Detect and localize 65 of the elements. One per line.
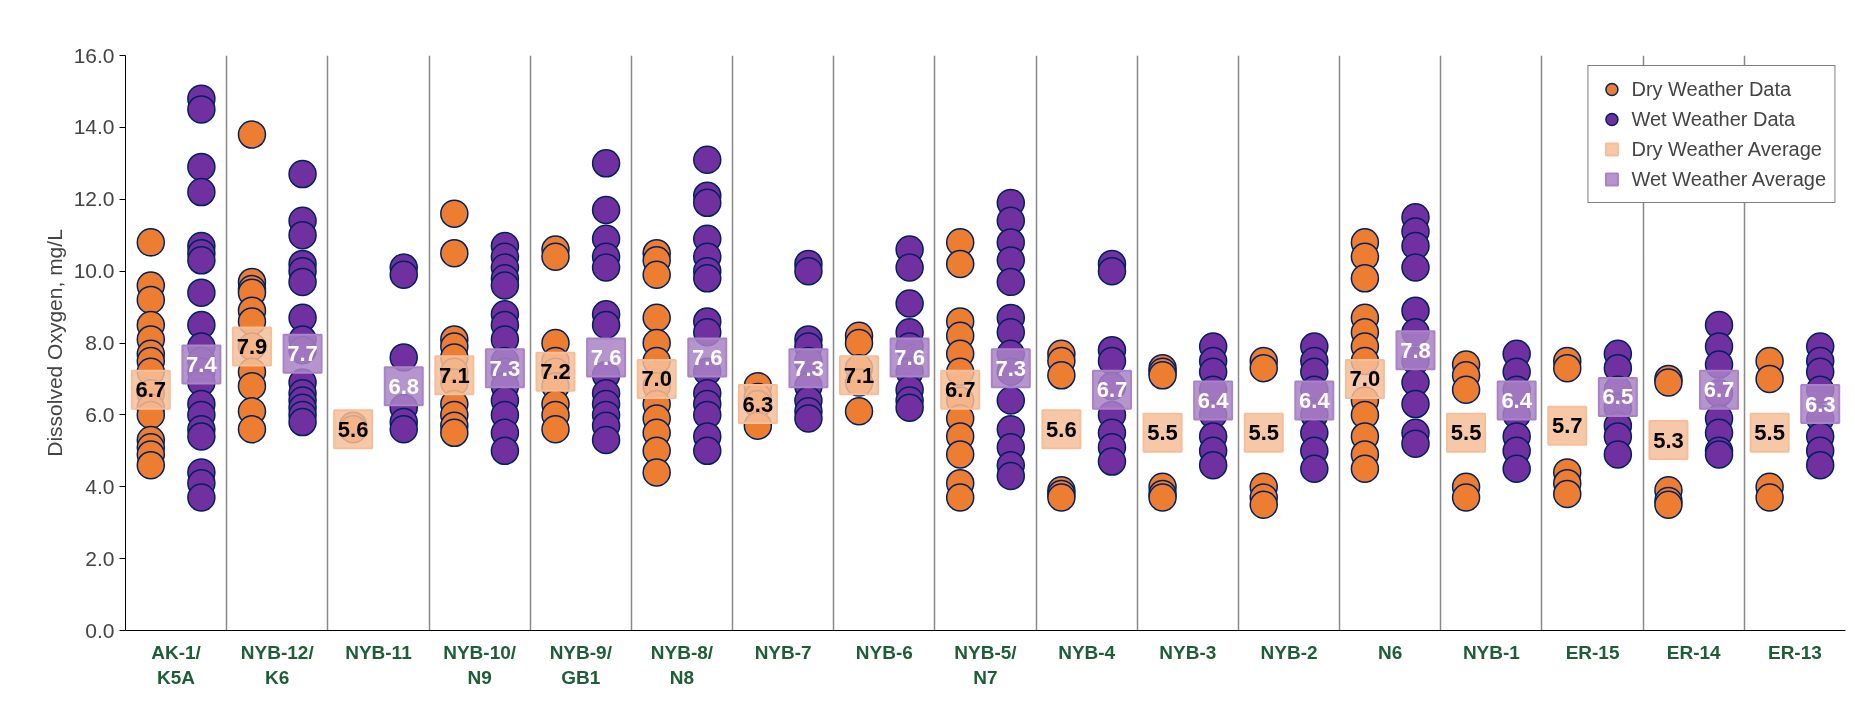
y-tick-label: 8.0 bbox=[85, 331, 115, 354]
x-tick-label: NYB-2 bbox=[1260, 641, 1318, 663]
x-tick-label: NYB-9/ GB1 bbox=[549, 641, 613, 688]
data-label: 6.8 bbox=[388, 373, 420, 399]
y-tick-label: 12.0 bbox=[73, 187, 115, 211]
data-label: 5.5 bbox=[1450, 420, 1482, 446]
y-axis-title: Dissolved Oxygen, mg/L bbox=[42, 229, 66, 457]
legend-label: Dry Weather Average bbox=[1631, 136, 1822, 162]
data-label: 6.7 bbox=[944, 377, 976, 403]
data-label: 7.4 bbox=[186, 352, 218, 378]
legend-label: Dry Weather Data bbox=[1631, 76, 1792, 102]
data-label: 7.6 bbox=[894, 344, 925, 370]
y-tick-label: 16.0 bbox=[73, 43, 115, 67]
data-label: 7.1 bbox=[843, 362, 875, 388]
data-label: 7.2 bbox=[540, 359, 571, 385]
y-tick-label: 0.0 bbox=[85, 618, 115, 642]
data-label: 7.0 bbox=[641, 366, 672, 392]
x-tick-label: N6 bbox=[1378, 641, 1403, 663]
data-label: 6.5 bbox=[1602, 384, 1634, 410]
x-tick-label: NYB-3 bbox=[1159, 641, 1217, 663]
legend-label: Wet Weather Data bbox=[1631, 106, 1796, 132]
data-label: 6.7 bbox=[1703, 377, 1735, 403]
x-tick-label: NYB-5/ N7 bbox=[954, 641, 1018, 688]
data-label: 5.7 bbox=[1551, 413, 1583, 439]
x-tick-label: ER-13 bbox=[1767, 641, 1822, 663]
data-label: 7.9 bbox=[236, 334, 268, 360]
x-tick-label: NYB-8/ N8 bbox=[650, 641, 714, 688]
x-tick-label: ER-14 bbox=[1666, 641, 1722, 663]
data-label: 7.3 bbox=[489, 355, 521, 381]
data-label: 7.8 bbox=[1400, 337, 1431, 363]
data-label: 5.3 bbox=[1653, 427, 1684, 453]
data-label: 6.7 bbox=[1096, 377, 1128, 403]
data-label: 6.7 bbox=[135, 377, 167, 403]
x-tick-label: NYB-6 bbox=[855, 641, 913, 663]
x-tick-label: NYB-1 bbox=[1462, 641, 1521, 663]
data-label: 5.6 bbox=[337, 416, 369, 442]
x-tick-label: AK-1/ K5A bbox=[151, 641, 202, 688]
data-label: 6.3 bbox=[1804, 391, 1836, 417]
data-label: 7.0 bbox=[1349, 366, 1381, 392]
data-label: 6.4 bbox=[1299, 388, 1331, 413]
legend-label: Wet Weather Average bbox=[1631, 166, 1826, 192]
x-tick-label: NYB-12/ K6 bbox=[240, 641, 315, 688]
y-tick-label: 4.0 bbox=[85, 474, 115, 498]
x-tick-label: NYB-7 bbox=[754, 641, 812, 663]
x-tick-label: NYB-11 bbox=[345, 641, 413, 663]
x-tick-label: NYB-4 bbox=[1058, 641, 1116, 663]
data-label: 7.6 bbox=[691, 344, 723, 370]
y-tick-label: 6.0 bbox=[85, 402, 115, 426]
y-tick-label: 10.0 bbox=[73, 259, 115, 283]
data-label: 5.6 bbox=[1046, 416, 1077, 442]
data-label: 6.4 bbox=[1197, 388, 1230, 413]
data-label: 7.1 bbox=[439, 362, 470, 388]
x-tick-label: ER-15 bbox=[1565, 641, 1620, 663]
y-tick-label: 14.0 bbox=[73, 115, 115, 139]
data-label: 5.5 bbox=[1147, 420, 1178, 446]
data-label: 7.6 bbox=[590, 344, 622, 370]
x-tick-label: NYB-10/ N9 bbox=[443, 641, 517, 688]
data-label: 7.3 bbox=[995, 355, 1027, 381]
data-label: 7.3 bbox=[793, 355, 824, 381]
data-label: 5.5 bbox=[1754, 420, 1785, 446]
y-tick-label: 2.0 bbox=[85, 546, 115, 570]
data-label: 6.3 bbox=[742, 391, 774, 417]
data-label: 6.4 bbox=[1501, 388, 1533, 413]
data-label: 5.5 bbox=[1248, 420, 1280, 446]
data-label: 7.7 bbox=[287, 341, 318, 367]
